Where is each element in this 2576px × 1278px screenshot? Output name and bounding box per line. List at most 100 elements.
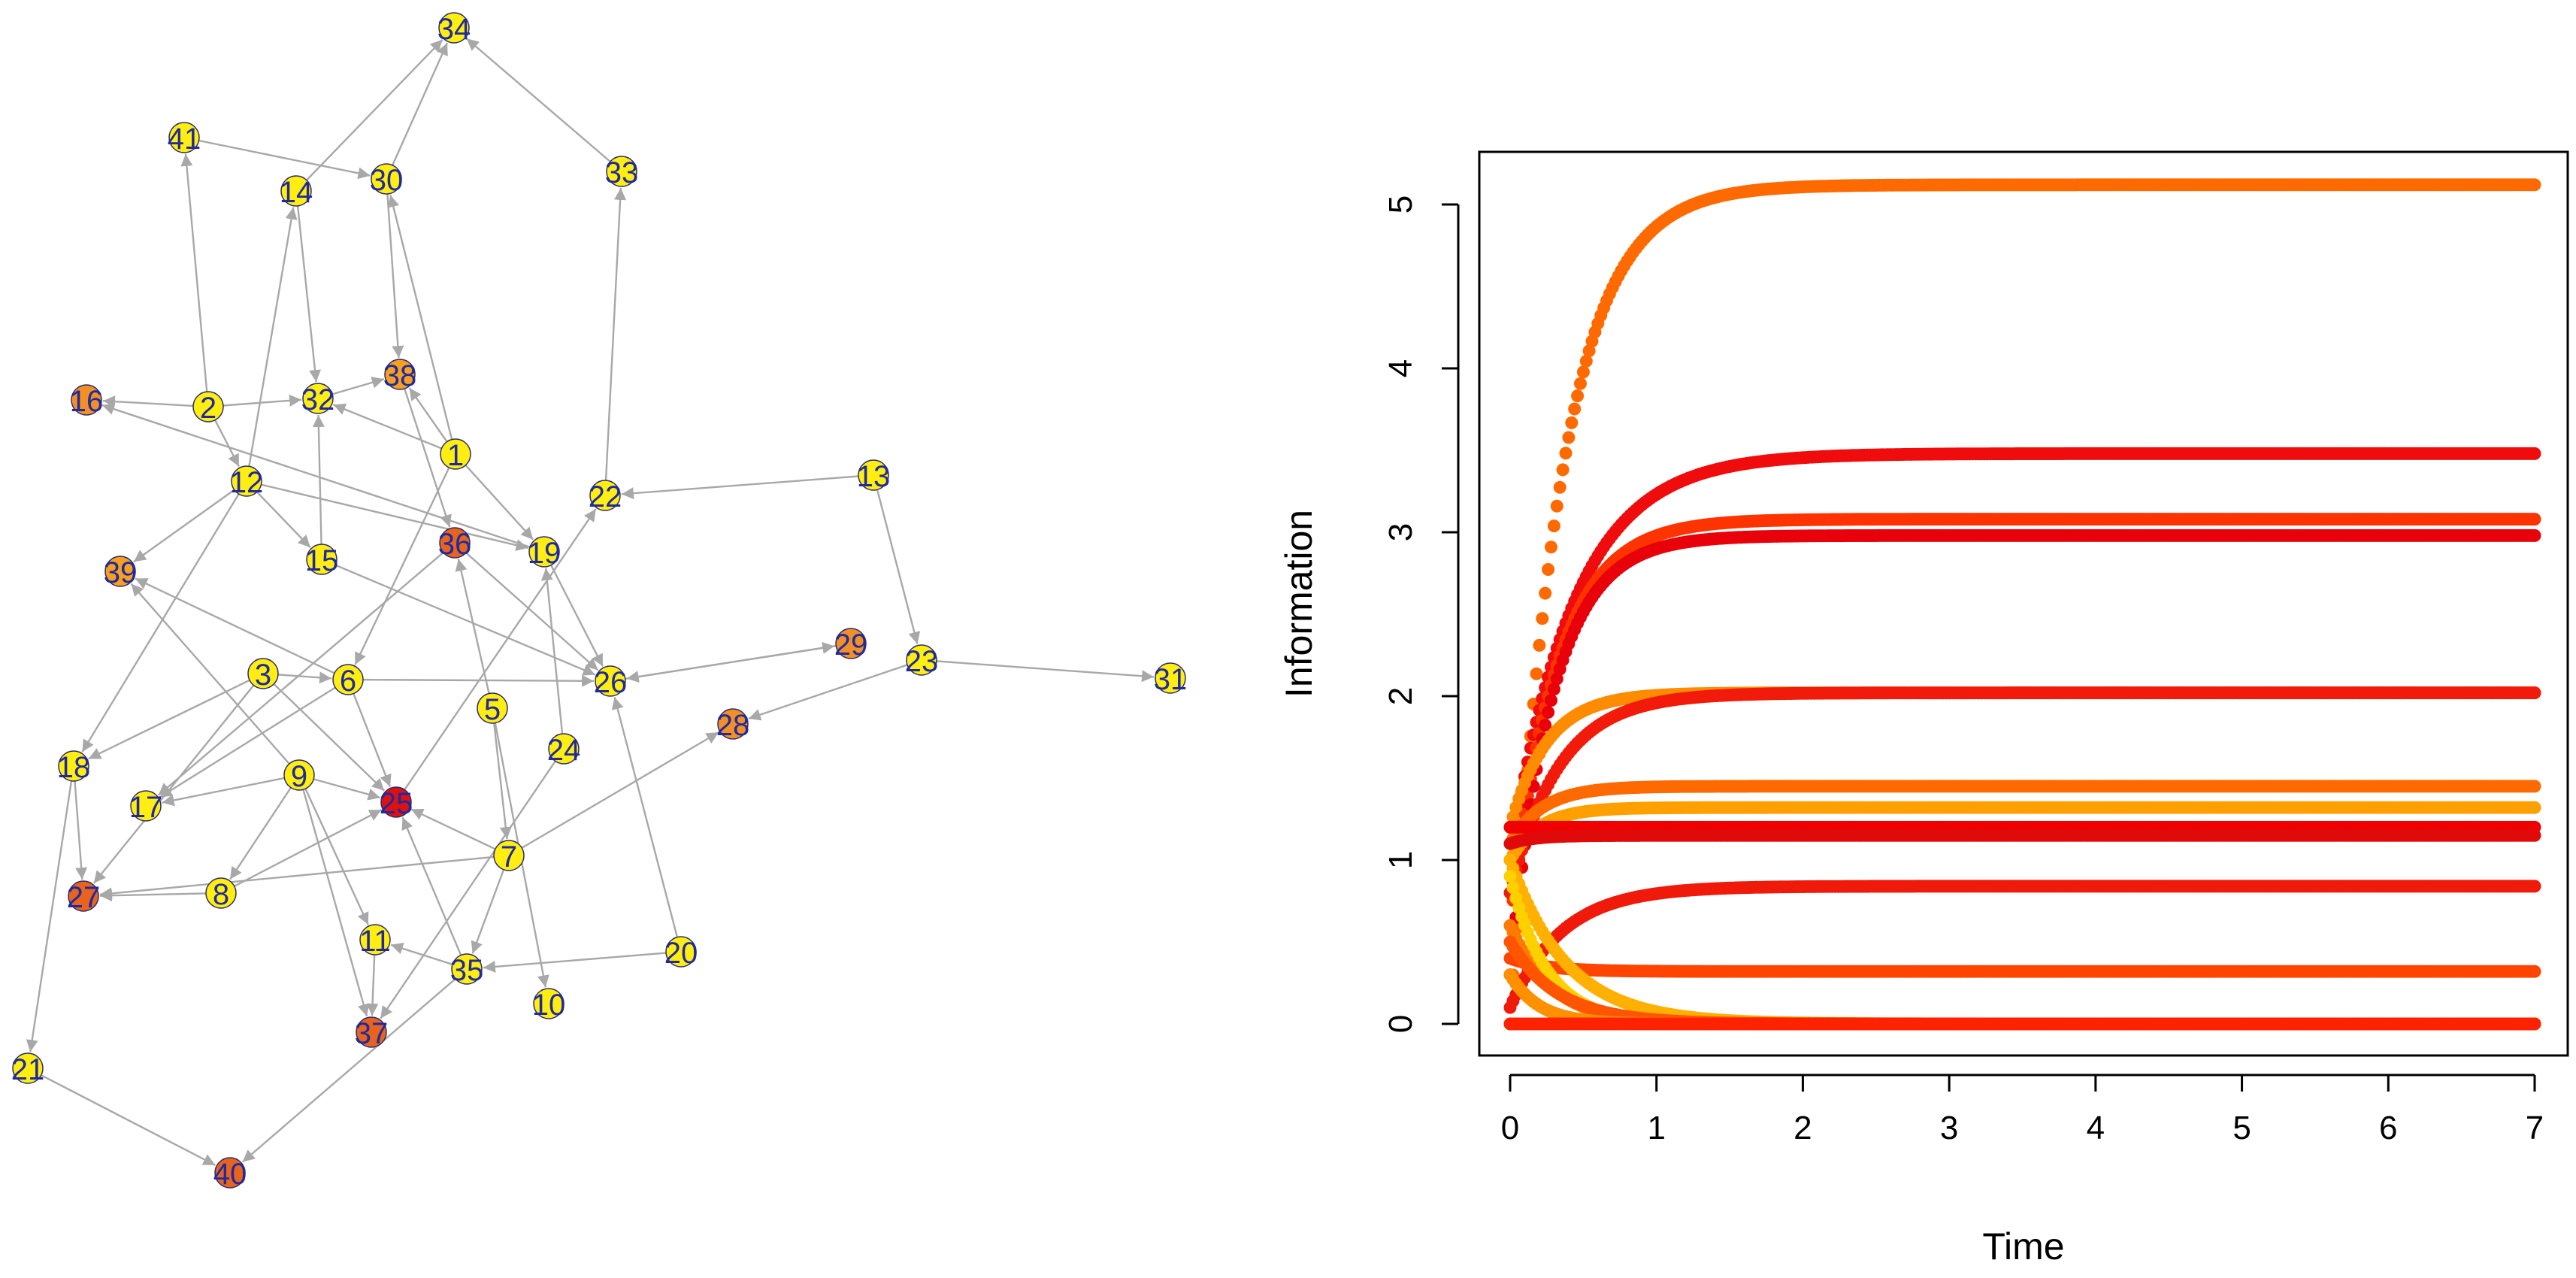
network-edge (408, 387, 448, 443)
network-edge (26, 780, 73, 1052)
network-edge (354, 467, 450, 665)
data-series (1503, 952, 2541, 978)
network-node: 32 (301, 383, 334, 416)
data-series (1503, 880, 2541, 1014)
data-point (2528, 780, 2541, 793)
network-edge (625, 641, 835, 680)
network-edge (748, 664, 908, 721)
node-label: 28 (716, 709, 750, 742)
node-circle (528, 536, 560, 568)
data-point (1545, 694, 1557, 707)
node-label: 27 (67, 881, 101, 914)
node-circle (192, 391, 224, 422)
node-label: 8 (213, 878, 229, 911)
network-edge (621, 475, 859, 500)
node-label: 11 (359, 925, 391, 958)
node-label: 1 (447, 439, 464, 472)
network-node: 26 (594, 665, 628, 699)
data-point (1545, 541, 1557, 554)
node-label: 39 (104, 556, 138, 589)
data-point (1536, 612, 1549, 625)
network-edge (313, 778, 381, 801)
data-point (1550, 499, 1563, 513)
network-node: 5 (477, 692, 508, 726)
data-point (2528, 686, 2541, 700)
data-point (2528, 828, 2541, 842)
node-circle (717, 708, 749, 740)
network-edge (353, 693, 392, 787)
network-edge (74, 780, 88, 880)
node-label: 29 (834, 628, 868, 662)
node-label: 26 (594, 666, 628, 699)
network-edge (222, 394, 302, 407)
node-label: 5 (484, 693, 501, 726)
network-node: 17 (129, 790, 162, 824)
data-point (1582, 344, 1596, 358)
node-label: 36 (438, 528, 472, 561)
network-edge (483, 952, 667, 973)
node-circle (58, 750, 89, 782)
network-node: 27 (67, 880, 101, 914)
node-label: 31 (1154, 663, 1188, 696)
network-edge (334, 564, 596, 676)
node-label: 30 (370, 164, 404, 197)
network-edge (99, 889, 207, 902)
data-series (1503, 178, 2541, 1031)
node-circle (1155, 662, 1186, 694)
network-edge (312, 414, 325, 545)
node-label: 24 (547, 734, 581, 767)
network-node: 19 (528, 536, 561, 570)
network-node: 22 (589, 480, 622, 513)
network-node: 40 (213, 1157, 247, 1191)
network-edge (101, 403, 531, 548)
node-label: 18 (57, 751, 91, 784)
node-circle (858, 459, 889, 491)
network-node: 3 (247, 658, 279, 692)
node-label: 37 (355, 1017, 389, 1050)
node-circle (589, 480, 621, 511)
node-label: 12 (230, 466, 264, 499)
node-circle (606, 156, 637, 187)
data-point (1576, 365, 1590, 379)
network-node: 11 (359, 924, 391, 958)
data-point (1542, 706, 1555, 719)
node-label: 20 (664, 937, 698, 970)
network-edge (876, 489, 921, 645)
node-label: 10 (532, 989, 566, 1022)
data-point (2528, 880, 2541, 893)
network-edge (401, 816, 462, 956)
data-point (1547, 519, 1560, 533)
data-point (1574, 377, 1587, 390)
network-node: 1 (440, 438, 471, 472)
node-circle (231, 465, 262, 497)
node-label: 9 (291, 760, 307, 793)
network-edge (387, 195, 453, 440)
node-circle (12, 1052, 44, 1084)
data-series (1503, 513, 2541, 932)
network-edge (611, 696, 679, 937)
node-label: 22 (589, 480, 622, 513)
data-point (2528, 528, 2541, 542)
data-point (1556, 463, 1570, 477)
network-edge (540, 568, 564, 734)
data-series (1503, 528, 2541, 982)
node-circle (451, 953, 483, 985)
node-circle (104, 556, 136, 587)
network-edge (521, 731, 719, 849)
node-label: 34 (437, 13, 471, 46)
node-circle (283, 759, 315, 791)
node-label: 35 (450, 954, 484, 987)
network-edge (471, 869, 505, 954)
data-point (1559, 447, 1573, 460)
network-edge (493, 722, 512, 840)
network-node: 36 (438, 527, 472, 561)
network-edge (331, 377, 385, 395)
network-node: 33 (605, 156, 638, 189)
node-circle (168, 122, 200, 153)
network-edge (332, 403, 442, 450)
network-edge (306, 38, 443, 181)
